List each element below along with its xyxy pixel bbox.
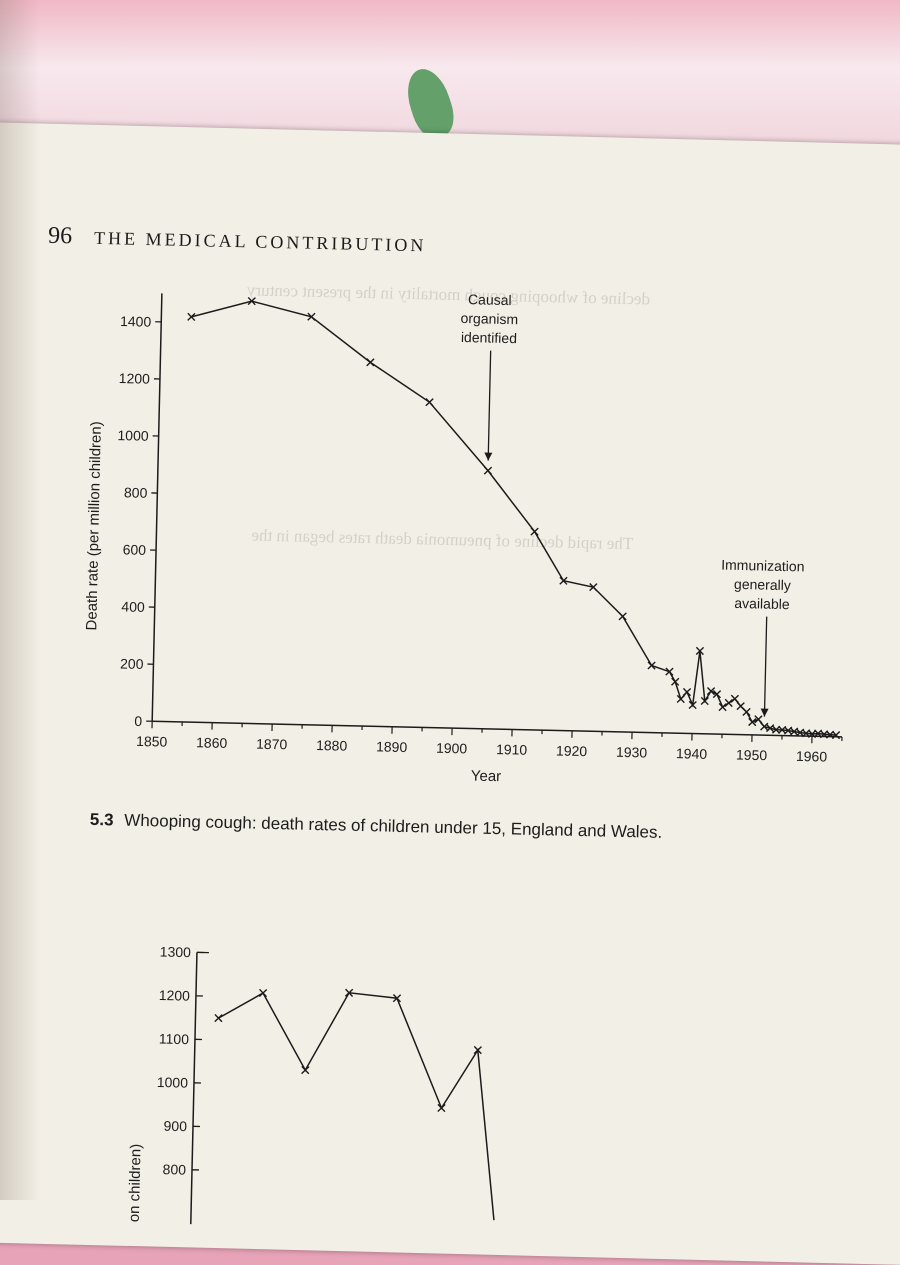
chart2-series-polyline [214, 990, 499, 1220]
chart1-y-tick-label: 200 [120, 655, 144, 672]
chart1-y-tick-label: 1200 [119, 370, 151, 387]
chart1-y-axis-line [152, 293, 162, 721]
annotation-label: available [734, 595, 790, 612]
chart1-axes: 0 200 400 600 800 1000 1200 1400 1850 1860 1870 188… [110, 292, 851, 764]
chart1-data-point [666, 668, 673, 675]
chart2-axes: 800 900 1000 1100 1200 1300 [154, 944, 209, 1225]
page-number: 96 [48, 223, 73, 250]
chart1-data-point [743, 708, 750, 715]
chart1-y-tick-label: 600 [123, 541, 147, 558]
chart1-markers [179, 296, 850, 739]
chart1-y-tick-label: 400 [121, 598, 145, 615]
chart1-y-tick-label: 1000 [117, 427, 149, 444]
chart1-data-point [672, 678, 679, 685]
chart1-x-tick-label: 1910 [496, 741, 528, 758]
chart2-data-point [302, 1066, 309, 1073]
annotation-label: Immunization [721, 557, 805, 575]
chart2-y-tick-label: 800 [162, 1161, 186, 1178]
chart2-y-tick-label: 900 [163, 1118, 187, 1135]
chart1-data-point [484, 467, 491, 474]
chart1-y-axis-label: Death rate (per million children) [83, 421, 105, 631]
chart1-x-tick-label: 1900 [436, 740, 468, 757]
chart1-x-tick-label: 1870 [256, 736, 288, 753]
page-content: decline of whooping cough mortality in t… [0, 0, 900, 1210]
page-header: 96 THE MEDICAL CONTRIBUTION [48, 223, 427, 259]
chart2-y-axis-label: on children) [126, 1144, 145, 1223]
chart2-data-point [215, 1014, 222, 1021]
annotation-label: Causal [468, 291, 512, 308]
annotation-label: organism [460, 310, 518, 327]
chart2-y-tick-label: 1000 [157, 1074, 189, 1091]
running-head: THE MEDICAL CONTRIBUTION [94, 228, 427, 256]
chart1-data-point [367, 359, 374, 366]
chart1-series-polyline [182, 300, 845, 735]
chart1-data-point [426, 399, 433, 406]
chart1-x-tick-label: 1960 [796, 748, 828, 765]
chart1-x-tick-label: 1890 [376, 738, 408, 755]
chart1-data-point [677, 695, 684, 702]
chart1-x-axis-label: Year [471, 768, 502, 786]
chart1-series-line [182, 300, 845, 735]
chart1-y-tick-label: 0 [134, 713, 142, 729]
annotation-arrow [764, 617, 766, 717]
chart1-data-point [648, 662, 655, 669]
chart1-data-point [725, 699, 732, 706]
chart2-y-tick-label: 1100 [159, 1031, 190, 1048]
chart2-markers [213, 986, 483, 1112]
annotation-label: generally [734, 576, 791, 593]
chart1-x-tick-label: 1860 [196, 734, 228, 751]
chart1-annotations: Causal organism identified Immunizationgene… [452, 291, 811, 717]
figure-number: 5.3 [90, 810, 114, 830]
chart1-y-tick-label: 1400 [120, 313, 152, 330]
chart1-x-tick-label: 1850 [136, 733, 168, 750]
chart2-y-tick-label: 1300 [160, 944, 192, 961]
chart2-y-tick-label: 1200 [159, 987, 191, 1004]
chart1-data-point [731, 695, 738, 702]
chart1-x-tick-label: 1880 [316, 737, 348, 754]
chart1-x-tick-label: 1930 [616, 744, 648, 761]
chart2-data-point [438, 1104, 445, 1111]
chart-second-figure: 800 900 1000 1100 1200 1300 on children) [0, 920, 892, 1240]
chart1-data-point [683, 688, 690, 695]
chart1-x-tick-label: 1920 [556, 742, 588, 759]
chart2-data-point [259, 989, 266, 996]
annotation-label: identified [461, 329, 517, 346]
chart1-data-point [719, 703, 726, 710]
chart1-x-axis-line [152, 721, 842, 737]
annotation-arrowhead [484, 453, 492, 461]
annotation-arrow [488, 351, 490, 461]
chart1-data-point [531, 528, 538, 535]
chart2-series-line [214, 990, 499, 1220]
chart1-x-tick-label: 1940 [676, 745, 708, 762]
chart1-y-tick-label: 800 [124, 484, 148, 501]
chart-whooping-cough: 0 200 400 600 800 1000 1200 1400 1850 1860 1870 188… [0, 260, 900, 880]
chart2-y-axis-line [191, 952, 197, 1224]
chart1-data-point [619, 613, 626, 620]
chart1-x-tick-label: 1950 [736, 747, 768, 764]
